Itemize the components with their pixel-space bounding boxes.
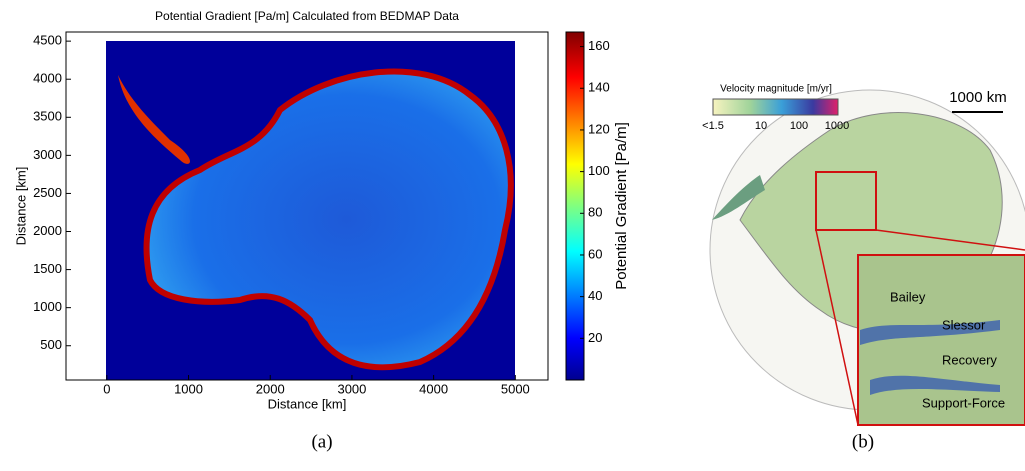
colorbar-tick-label: 40: [588, 288, 602, 303]
y-tick-label: 3000: [33, 147, 62, 162]
legend-title: Velocity magnitude [m/yr]: [720, 84, 832, 95]
y-tick-label: 2500: [33, 185, 62, 200]
zoom-line: [875, 229, 1025, 251]
legend-tick-label: 1000: [825, 120, 849, 132]
y-tick-label: 1000: [33, 299, 62, 314]
colorbar: [565, 31, 585, 381]
x-tick-label: 3000: [337, 381, 366, 396]
colorbar-label: Potential Gradient [Pa/m]: [613, 122, 630, 290]
y-tick-label: 1500: [33, 261, 62, 276]
legend-tick-label: 10: [755, 120, 767, 132]
y-tick-label: 4000: [33, 71, 62, 86]
y-axis-label: Distance [km]: [13, 167, 28, 246]
caption: (b): [852, 431, 874, 452]
colorbar-tick-label: 120: [588, 121, 610, 136]
colorbar-tick-label: 20: [588, 330, 602, 345]
inset-map: [857, 254, 1025, 426]
y-tick-label: 2000: [33, 223, 62, 238]
colorbar-tick-label: 60: [588, 246, 602, 261]
colorbar-tick-label: 100: [588, 163, 610, 178]
glacier-label: Support-Force: [922, 395, 1005, 410]
x-tick-label: 5000: [501, 381, 530, 396]
legend-tick-label: 100: [790, 120, 808, 132]
inset-glaciers: [860, 320, 1000, 395]
y-tick-label: 3500: [33, 109, 62, 124]
glacier-label: Recovery: [942, 352, 997, 367]
colorbar-tick-label: 160: [588, 38, 610, 53]
glacier-label: Slessor: [942, 317, 986, 332]
y-tick-label: 500: [40, 337, 62, 352]
x-axis-label: Distance [km]: [268, 396, 347, 411]
scale-bar-label: 1000 km: [949, 89, 1007, 106]
heatmap-continent: [143, 68, 514, 371]
legend-tick-label: <1.5: [702, 120, 724, 132]
zoom-line: [815, 229, 859, 426]
heatmap-peninsula: [118, 75, 190, 164]
velocity-colorbar: [712, 98, 839, 116]
glacier-label: Bailey: [890, 289, 926, 304]
x-tick-label: 0: [103, 381, 110, 396]
chart-title: Potential Gradient [Pa/m] Calculated fro…: [155, 9, 459, 23]
x-tick-label: 4000: [419, 381, 448, 396]
x-tick-label: 1000: [174, 381, 203, 396]
colorbar-tick-label: 80: [588, 205, 602, 220]
x-tick-label: 2000: [256, 381, 285, 396]
axes-box: [65, 31, 549, 381]
colorbar-tick-label: 140: [588, 80, 610, 95]
map-peninsula: [712, 175, 765, 220]
zoom-box: [815, 171, 877, 231]
caption: (a): [311, 431, 332, 452]
y-tick-label: 4500: [33, 33, 62, 48]
